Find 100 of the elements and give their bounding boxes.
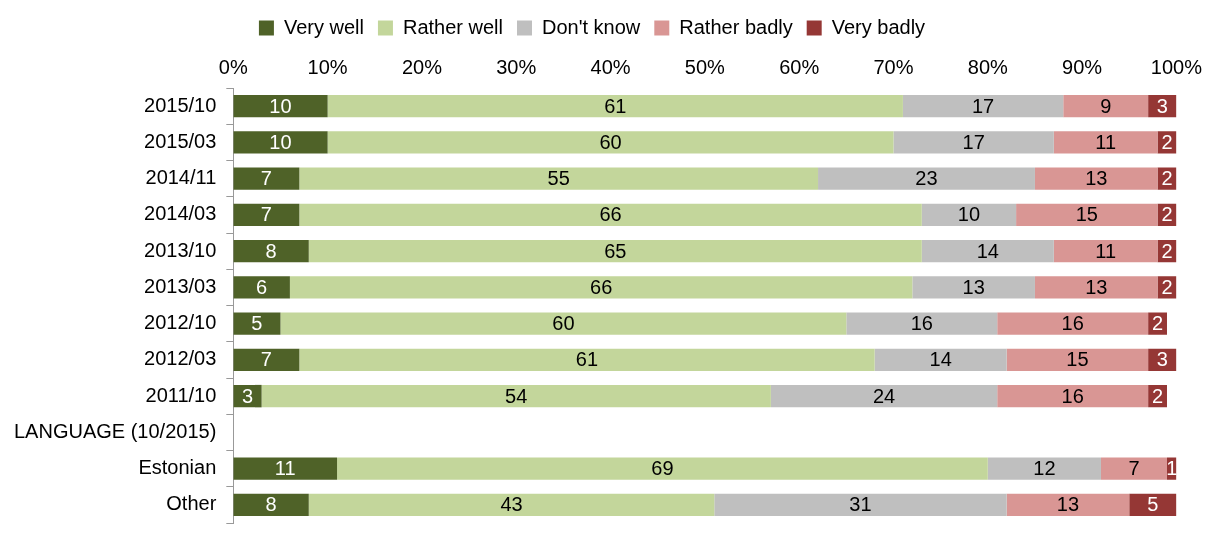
x-tick-label: 30% bbox=[496, 55, 537, 78]
data-label: 2 bbox=[1161, 167, 1173, 190]
x-tick-label: 0% bbox=[218, 55, 248, 78]
data-label: 7 bbox=[1128, 457, 1140, 480]
bar bbox=[280, 312, 847, 335]
data-label: 61 bbox=[604, 94, 627, 117]
bar bbox=[874, 348, 1007, 372]
data-label: 5 bbox=[1147, 493, 1159, 516]
y-tick-label: Other bbox=[166, 492, 217, 515]
data-label: 60 bbox=[599, 130, 622, 153]
legend-label: Rather well bbox=[402, 15, 503, 38]
data-label: 31 bbox=[849, 493, 872, 516]
data-label: 2 bbox=[1152, 312, 1164, 335]
data-label: 11 bbox=[1095, 130, 1117, 153]
bar bbox=[299, 348, 875, 372]
data-label: 55 bbox=[547, 167, 570, 190]
x-tick-label: 50% bbox=[684, 55, 726, 78]
bar bbox=[1034, 167, 1158, 190]
data-label: 69 bbox=[651, 457, 674, 480]
legend-label: Don't know bbox=[541, 15, 641, 38]
y-tick-label: 2013/03 bbox=[144, 274, 217, 297]
data-label: 10 bbox=[957, 203, 981, 226]
bar bbox=[233, 457, 338, 480]
bar bbox=[233, 348, 300, 372]
data-label: 43 bbox=[500, 493, 523, 516]
data-label: 2 bbox=[1161, 275, 1173, 298]
x-tick-label: 90% bbox=[1062, 55, 1103, 78]
bar bbox=[997, 384, 1149, 408]
x-tick-label: 100% bbox=[1150, 55, 1203, 78]
bar bbox=[233, 312, 281, 335]
legend-label: Rather badly bbox=[679, 15, 793, 38]
data-label: 15 bbox=[1075, 203, 1098, 226]
data-label: 15 bbox=[1066, 348, 1089, 371]
bar bbox=[233, 239, 309, 263]
bar bbox=[1053, 239, 1158, 263]
bar bbox=[233, 276, 290, 299]
data-label: 54 bbox=[505, 384, 528, 407]
data-label: 10 bbox=[269, 130, 292, 153]
bar bbox=[233, 167, 300, 190]
data-label: 7 bbox=[260, 167, 272, 190]
x-tick-label: 80% bbox=[967, 55, 1009, 78]
data-label: 17 bbox=[962, 130, 985, 153]
legend-label: Very well bbox=[283, 15, 364, 38]
bar bbox=[327, 131, 894, 154]
bar bbox=[1100, 457, 1167, 480]
bar bbox=[1006, 348, 1149, 372]
data-label: 2 bbox=[1161, 203, 1173, 226]
bar bbox=[1034, 276, 1158, 299]
data-label: 12 bbox=[1033, 457, 1056, 480]
data-label: 16 bbox=[1061, 384, 1084, 407]
x-tick-label: 60% bbox=[779, 55, 820, 78]
data-label: 8 bbox=[265, 493, 277, 516]
data-label: 6 bbox=[256, 275, 268, 298]
bar bbox=[921, 203, 1017, 227]
data-label: 2 bbox=[1161, 239, 1173, 262]
data-label: 3 bbox=[1156, 348, 1168, 371]
y-tick-label: 2013/10 bbox=[144, 238, 217, 261]
data-label: 24 bbox=[872, 384, 896, 407]
data-label: 2 bbox=[1152, 384, 1164, 407]
bar bbox=[233, 203, 300, 227]
bar bbox=[770, 384, 998, 408]
bar bbox=[818, 167, 1035, 190]
data-label: 8 bbox=[265, 239, 277, 262]
data-label: 16 bbox=[910, 312, 933, 335]
y-tick-label: 2012/10 bbox=[144, 311, 217, 334]
data-label: 23 bbox=[915, 167, 938, 190]
bar bbox=[912, 276, 1035, 299]
data-label: 9 bbox=[1100, 94, 1112, 117]
y-tick-label: Estonian bbox=[138, 456, 217, 479]
data-label: 61 bbox=[575, 348, 599, 371]
data-label: 5 bbox=[251, 312, 263, 335]
bar bbox=[714, 493, 1007, 517]
y-tick-label: 2015/10 bbox=[144, 93, 217, 116]
bar bbox=[299, 167, 819, 190]
bar bbox=[337, 457, 988, 480]
bar bbox=[997, 312, 1149, 335]
bar bbox=[1016, 203, 1158, 227]
bar bbox=[299, 203, 922, 227]
x-tick-label: 40% bbox=[590, 55, 631, 78]
bar bbox=[902, 94, 1064, 118]
bar bbox=[261, 384, 771, 408]
bar bbox=[308, 239, 922, 263]
data-label: 13 bbox=[1056, 493, 1080, 516]
bar bbox=[233, 131, 328, 154]
data-label: 13 bbox=[962, 275, 985, 298]
data-label: 7 bbox=[260, 348, 272, 371]
bar bbox=[1053, 131, 1158, 154]
bar bbox=[987, 457, 1101, 480]
bar bbox=[1006, 493, 1130, 517]
data-label: 14 bbox=[929, 348, 952, 371]
bar bbox=[921, 239, 1054, 263]
x-tick-label: 20% bbox=[401, 55, 443, 78]
data-label: 66 bbox=[590, 275, 613, 298]
legend-label: Very badly bbox=[831, 15, 926, 38]
data-label: 66 bbox=[599, 203, 622, 226]
y-tick-label: LANGUAGE (10/2015) bbox=[13, 419, 217, 442]
data-label: 3 bbox=[241, 384, 254, 407]
data-label: 60 bbox=[552, 312, 575, 335]
data-label: 10 bbox=[269, 94, 292, 117]
bar bbox=[233, 493, 309, 517]
